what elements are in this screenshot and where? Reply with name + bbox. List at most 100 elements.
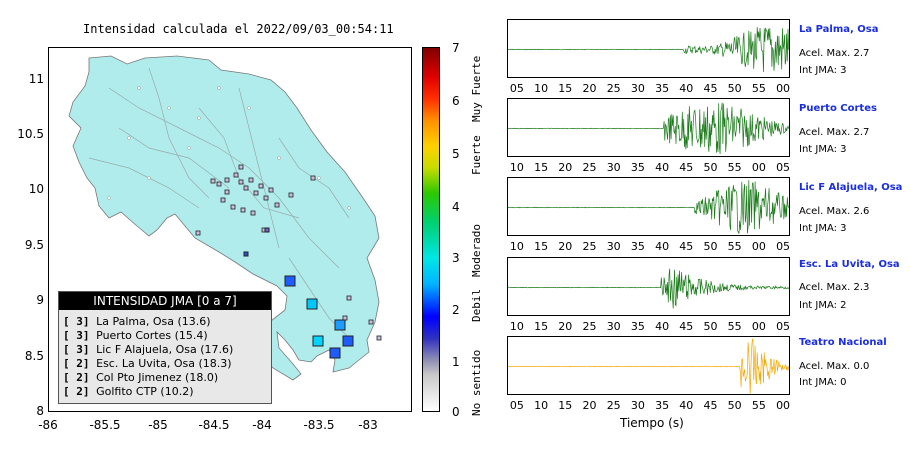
- time-tick: 45: [703, 82, 718, 95]
- colorbar-label: Debil: [470, 288, 483, 322]
- time-tick: 15: [534, 320, 549, 333]
- time-tick: 10: [509, 240, 524, 253]
- waveform-panel-puerto-cortes: [507, 98, 790, 157]
- time-tick: 20: [558, 240, 573, 253]
- time-ticks: 10 15 20 25 30 35 40 45 50 55 00 05: [507, 161, 790, 175]
- time-tick: 30: [630, 82, 645, 95]
- time-tick: 30: [606, 161, 621, 174]
- colorbar-tick: 4: [452, 200, 460, 214]
- time-tick: 00: [776, 399, 791, 412]
- colorbar-label: Moderado: [470, 224, 483, 277]
- time-tick: 05: [776, 240, 791, 253]
- time-tick: 10: [509, 320, 524, 333]
- colorbar-label: No sentido: [470, 349, 483, 416]
- legend-entry: [ 2] Col Pto Jimenez (18.0): [63, 371, 219, 384]
- time-tick: 55: [751, 82, 766, 95]
- time-tick: 45: [679, 320, 694, 333]
- waveform-line: [508, 338, 789, 394]
- station-jma: Int JMA: 2: [799, 300, 847, 311]
- station-accel: Acel. Max. 2.7: [799, 127, 870, 138]
- time-tick: 35: [630, 161, 645, 174]
- time-tick: 55: [727, 240, 742, 253]
- station-accel: Acel. Max. 2.3: [799, 282, 870, 293]
- station-name: Teatro Nacional: [799, 337, 887, 348]
- legend-entry: [ 3] Puerto Cortes (15.4): [63, 329, 208, 342]
- waveform-trace: [508, 26, 789, 73]
- station-jma: Int JMA: 0: [799, 377, 847, 388]
- colorbar-tick: 0: [452, 405, 460, 419]
- station-jma: Int JMA: 3: [799, 223, 847, 234]
- time-tick: 20: [558, 161, 573, 174]
- time-tick: 20: [582, 399, 597, 412]
- time-tick: 25: [582, 320, 597, 333]
- waveform-panel-la-palma: [507, 19, 790, 78]
- time-tick: 20: [582, 82, 597, 95]
- station-name: Esc. La Uvita, Osa: [799, 259, 900, 270]
- lon-tick: -84.5: [198, 418, 230, 432]
- time-ticks: 05 10 15 20 25 30 35 40 45 50 55 00: [507, 82, 790, 96]
- time-tick: 00: [776, 82, 791, 95]
- waveform-line: [508, 102, 789, 155]
- lon-tick: -85: [148, 418, 168, 432]
- time-tick: 00: [751, 240, 766, 253]
- lat-tick: 10: [28, 182, 44, 196]
- colorbar-label: Muy Fuerte: [470, 55, 483, 122]
- lon-tick: -86: [38, 418, 58, 432]
- time-tick: 10: [509, 161, 524, 174]
- time-tick: 30: [606, 240, 621, 253]
- colorbar-tick: 3: [452, 251, 460, 265]
- colorbar-tick: 1: [452, 355, 460, 369]
- time-tick: 45: [679, 161, 694, 174]
- time-tick: 50: [703, 320, 718, 333]
- time-tick: 30: [630, 399, 645, 412]
- small-towns: [107, 86, 351, 210]
- time-tick: 20: [558, 320, 573, 333]
- time-tick: 55: [727, 320, 742, 333]
- time-tick: 35: [655, 399, 670, 412]
- colorbar-tick: 2: [452, 303, 460, 317]
- intensity-colorbar: [422, 47, 440, 412]
- lat-tick: 9: [36, 293, 44, 307]
- legend-entry: [ 2] Esc. La Uvita, Osa (18.3): [63, 357, 232, 370]
- time-tick: 25: [606, 399, 621, 412]
- legend-title: INTENSIDAD JMA [0 a 7]: [59, 292, 271, 310]
- time-tick: 30: [606, 320, 621, 333]
- lon-tick: -83: [358, 418, 378, 432]
- time-tick: 25: [582, 240, 597, 253]
- time-tick: 15: [534, 240, 549, 253]
- time-tick: 00: [751, 161, 766, 174]
- time-tick: 45: [679, 240, 694, 253]
- costa-rica-map: [68, 55, 382, 381]
- time-tick: 50: [727, 82, 742, 95]
- lat-tick: 11: [28, 72, 44, 86]
- time-tick: 00: [751, 320, 766, 333]
- time-axis-label: Tiempo (s): [620, 416, 684, 430]
- lat-tick: 8.5: [24, 349, 44, 363]
- time-tick: 50: [703, 161, 718, 174]
- time-ticks: 10 15 20 25 30 35 40 45 50 55 00 05: [507, 240, 790, 254]
- station-name: La Palma, Osa: [799, 24, 879, 35]
- time-tick: 50: [727, 399, 742, 412]
- time-tick: 55: [727, 161, 742, 174]
- waveform-trace: [508, 102, 789, 155]
- time-tick: 05: [776, 161, 791, 174]
- waveform-trace: [508, 338, 789, 394]
- map-title: Intensidad calculada el 2022/09/03_00:54…: [83, 22, 394, 36]
- station-name: Lic F Alajuela, Osa: [799, 182, 903, 193]
- time-tick: 15: [558, 82, 573, 95]
- waveform-line: [508, 26, 789, 73]
- time-tick: 40: [679, 399, 694, 412]
- time-tick: 50: [703, 240, 718, 253]
- time-tick: 05: [509, 399, 524, 412]
- time-ticks: 10 15 20 25 30 35 40 45 50 55 00 05: [507, 320, 790, 334]
- station-jma: Int JMA: 3: [799, 65, 847, 76]
- waveform-trace: [508, 268, 789, 309]
- colorbar-tick: 6: [452, 94, 460, 108]
- station-jma: Int JMA: 3: [799, 144, 847, 155]
- lat-tick: 9.5: [24, 238, 44, 252]
- land-shape: [68, 55, 380, 381]
- waveform-panel-la-uvita: [507, 257, 790, 316]
- time-tick: 10: [534, 82, 549, 95]
- time-tick: 25: [582, 161, 597, 174]
- lat-tick: 8: [36, 404, 44, 418]
